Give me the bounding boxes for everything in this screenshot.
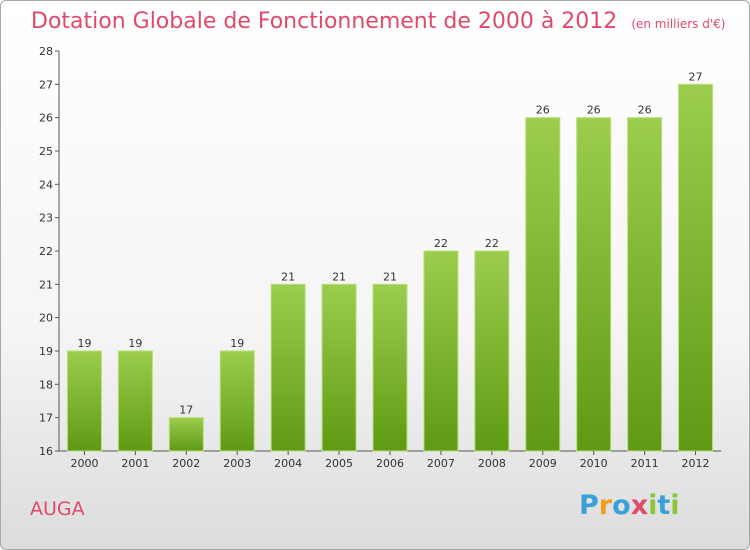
- logo-letter: t: [657, 490, 671, 521]
- data-label: 19: [230, 337, 244, 350]
- x-tick-label: 2001: [121, 457, 149, 470]
- data-label: 17: [179, 404, 193, 417]
- bar: [321, 283, 357, 452]
- proxiti-logo: Proxiti: [579, 490, 680, 521]
- y-tick-label: 23: [39, 212, 53, 225]
- x-tick-label: 2000: [70, 457, 98, 470]
- data-label: 19: [128, 337, 142, 350]
- y-tick-label: 16: [39, 445, 53, 458]
- bar: [66, 350, 102, 452]
- bar: [474, 250, 510, 452]
- bar: [372, 283, 408, 452]
- data-label: 26: [587, 104, 601, 117]
- y-tick-label: 26: [39, 112, 53, 125]
- x-tick-label: 2002: [172, 457, 200, 470]
- chart-title: Dotation Globale de Fonctionnement de 20…: [31, 9, 726, 34]
- bar: [219, 350, 255, 452]
- data-label: 21: [383, 270, 397, 283]
- y-tick-label: 28: [39, 45, 53, 58]
- x-tick-label: 2010: [580, 457, 608, 470]
- commune-name: AUGA: [30, 498, 85, 520]
- data-label: 19: [77, 337, 91, 350]
- bar: [117, 350, 153, 452]
- bar: [270, 283, 306, 452]
- x-tick-label: 2011: [631, 457, 659, 470]
- logo-letter: x: [630, 490, 649, 521]
- bar: [423, 250, 459, 452]
- bar: [168, 417, 204, 452]
- x-tick-label: 2008: [478, 457, 506, 470]
- x-tick-label: 2009: [529, 457, 557, 470]
- logo-letter: P: [579, 490, 599, 521]
- y-tick-label: 25: [39, 145, 53, 158]
- x-tick-label: 2004: [274, 457, 302, 470]
- data-label: 27: [689, 70, 703, 83]
- x-tick-label: 2012: [682, 457, 710, 470]
- y-tick-label: 20: [39, 312, 53, 325]
- x-tick-label: 2006: [376, 457, 404, 470]
- y-tick-label: 19: [39, 345, 53, 358]
- data-label: 26: [638, 104, 652, 117]
- bar: [525, 117, 561, 452]
- x-tick-label: 2007: [427, 457, 455, 470]
- x-tick-label: 2003: [223, 457, 251, 470]
- bar: [576, 117, 612, 452]
- y-tick-label: 21: [39, 278, 53, 291]
- y-tick-label: 27: [39, 78, 53, 91]
- y-tick-label: 17: [39, 412, 53, 425]
- logo-letter: o: [612, 490, 631, 521]
- y-tick-label: 24: [39, 178, 53, 191]
- y-tick-label: 18: [39, 378, 53, 391]
- data-label: 21: [281, 270, 295, 283]
- logo-letter: i: [670, 490, 680, 521]
- data-label: 21: [332, 270, 346, 283]
- data-label: 26: [536, 104, 550, 117]
- chart-subtitle: (en milliers d'€): [631, 17, 726, 31]
- bar: [627, 117, 663, 452]
- data-label: 22: [434, 237, 448, 250]
- bar: [678, 83, 714, 452]
- x-tick-label: 2005: [325, 457, 353, 470]
- y-tick-label: 22: [39, 245, 53, 258]
- logo-letter: i: [648, 490, 658, 521]
- logo-letter: r: [598, 490, 613, 521]
- data-label: 22: [485, 237, 499, 250]
